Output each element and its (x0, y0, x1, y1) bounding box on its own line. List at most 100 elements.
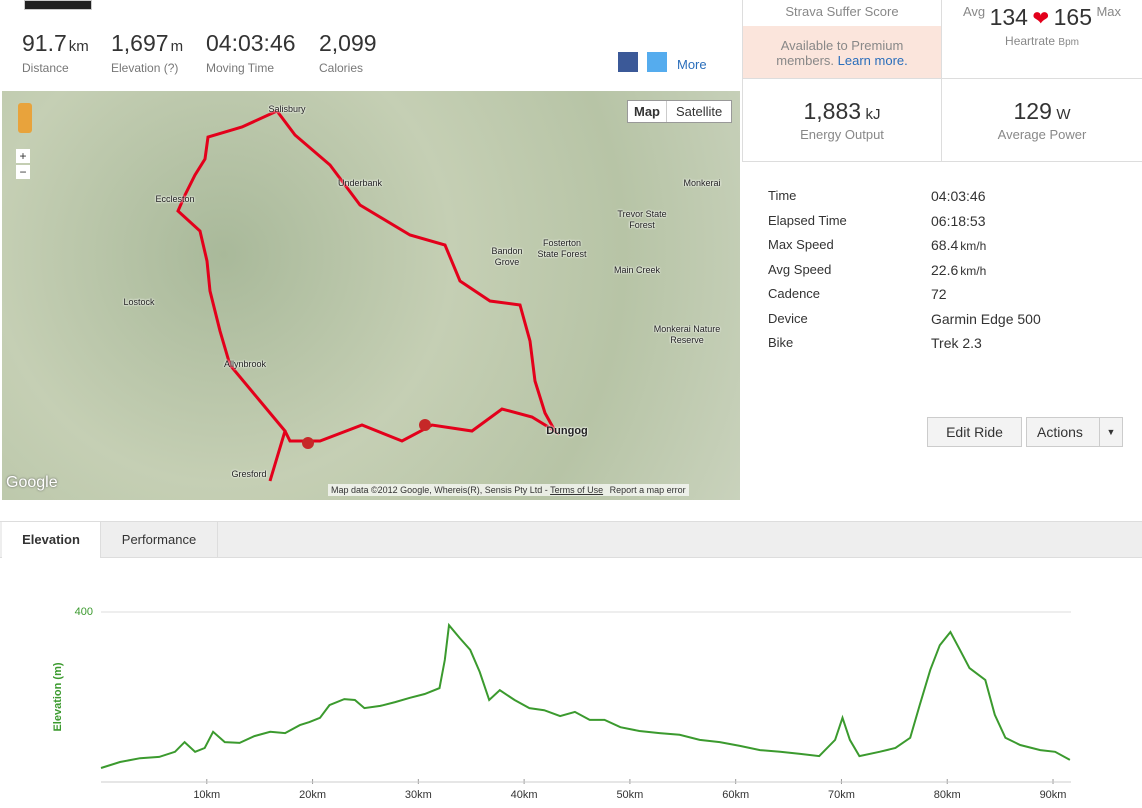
avatar (24, 0, 92, 10)
divider (742, 0, 743, 162)
hr-avg: 134 (989, 4, 1028, 30)
suffer-title: Strava Suffer Score (785, 4, 899, 19)
zoom-out[interactable]: − (16, 165, 30, 179)
zoom-in[interactable]: + (16, 149, 30, 163)
detail-label: Device (768, 310, 808, 326)
x-tick-label: 80km (934, 789, 961, 801)
place-label: Fosterton State Forest (537, 238, 587, 259)
place-label: Bandon Grove (491, 246, 523, 267)
power-unit: W (1056, 106, 1071, 123)
x-tick-label: 50km (616, 789, 643, 801)
terms-link[interactable]: Terms of Use (550, 485, 604, 495)
detail-value-text: 72 (931, 286, 947, 302)
pegman[interactable] (18, 103, 32, 133)
learn-more[interactable]: Learn more. (837, 53, 908, 68)
x-tick-label: 10km (193, 789, 220, 801)
place-label: Dungog (546, 425, 588, 437)
detail-unit: km/h (960, 239, 987, 253)
attribution-text: Map data ©2012 Google, Whereis(R), Sensi… (331, 485, 548, 495)
detail-label: Max Speed (768, 237, 834, 252)
hr-unit: Bpm (1058, 37, 1079, 48)
stat-label: Elevation (?) (111, 61, 179, 75)
tab-bar: Elevation Performance (0, 521, 1142, 558)
detail-value: 06:18:53 (931, 213, 986, 229)
power: 129 W Average Power (942, 98, 1142, 142)
detail-value-text: 04:03:46 (931, 188, 986, 204)
hr-avg-label: Avg (962, 4, 986, 19)
stat-value: 2,099 (319, 30, 377, 56)
stat-line: 91.7 km (22, 30, 89, 57)
stat: 1,697 m Elevation (?) (111, 30, 183, 75)
y-tick-label: 400 (75, 606, 93, 618)
heart-icon: ❤ (1032, 8, 1050, 30)
map-type: Map Satellite (627, 100, 733, 123)
detail-value: 04:03:46 (931, 188, 986, 204)
detail-value: 68.4 km/h (931, 237, 986, 253)
place-label: Main Creek (613, 265, 660, 275)
premium-box: Available to Premium members. Learn more… (743, 26, 941, 78)
x-tick-label: 40km (511, 789, 538, 801)
x-tick-label: 60km (722, 789, 749, 801)
hr-max-label: Max (1096, 4, 1122, 19)
stat-value: 91.7 (22, 30, 67, 56)
power-value: 129 (1013, 98, 1052, 124)
detail-value-text: Garmin Edge 500 (931, 310, 1041, 327)
detail-label: Time (768, 188, 797, 203)
detail-value-text: Trek 2.3 (931, 335, 982, 351)
map[interactable]: + − Map Satellite Salisbury Underbank Eccl… (2, 91, 740, 500)
stat-line: 04:03:46 (206, 30, 296, 57)
stat-label: Distance (22, 61, 69, 75)
stat: 04:03:46 Moving Time (206, 30, 296, 75)
detail-label: Avg Speed (768, 261, 832, 277)
place-label: Monkerai Nature Reserve (653, 324, 721, 345)
stat: 2,099 Calories (319, 30, 377, 75)
stat-unit: m (170, 38, 184, 55)
route (275, 110, 560, 443)
twitter-icon[interactable] (647, 52, 667, 72)
actions-button[interactable]: Actions ▼ (1026, 417, 1123, 447)
detail-value: 72 (931, 286, 947, 302)
energy-value: 1,883 (803, 98, 862, 124)
power-label: Average Power (997, 127, 1087, 142)
actions-caret[interactable]: ▼ (1099, 418, 1122, 446)
place-label: Trevor State Forest (617, 209, 667, 230)
tab[interactable]: Performance (101, 522, 218, 557)
edit-ride-button[interactable]: Edit Ride (927, 417, 1022, 447)
energy: 1,883 kJ Energy Output (743, 98, 941, 142)
hr-label: Heartrate (1005, 34, 1056, 48)
more-link[interactable]: More (677, 57, 707, 72)
elevation-chart: Elevation (m) 400 10km 20km 30km 40km 50km 60km… (52, 606, 1071, 801)
stat-line: 1,697 m (111, 30, 183, 57)
attribution: Map data ©2012 Google, Whereis(R), Sensi… (328, 484, 689, 496)
elevation-line (100, 622, 1071, 769)
marker (419, 419, 431, 431)
facebook-icon[interactable] (618, 52, 638, 72)
detail-label: Bike (768, 335, 794, 350)
detail-value-text: 22.6 (931, 261, 959, 278)
energy-unit: kJ (865, 106, 881, 123)
map-button[interactable]: Map (628, 101, 667, 122)
route (176, 109, 287, 482)
y-axis-title: Elevation (m) (52, 662, 64, 731)
stat: 91.7 km Distance (22, 30, 89, 75)
divider (742, 78, 1142, 79)
detail-value-text: 68.4 (931, 237, 959, 253)
detail-value: Garmin Edge 500 (931, 311, 1041, 327)
route-layer (176, 109, 560, 482)
place-label: Salisbury (268, 104, 306, 114)
stat-label: Calories (319, 61, 364, 75)
x-tick-label: 20km (299, 789, 326, 801)
place-label: Eccleston (155, 194, 195, 204)
satellite-button[interactable]: Satellite (676, 104, 723, 119)
report-link[interactable]: Report a map error (609, 485, 686, 495)
actions-label: Actions (1037, 424, 1083, 440)
detail-value: 22.6 km/h (931, 262, 986, 278)
stat-value: 04:03:46 (206, 30, 296, 56)
tab[interactable]: Elevation (2, 522, 101, 558)
detail-label: Cadence (768, 286, 821, 301)
detail-label: Elapsed Time (768, 212, 847, 228)
marker (302, 437, 314, 449)
heartrate: Avg 134 ❤ 165 Max Heartrate Bpm (942, 4, 1142, 48)
